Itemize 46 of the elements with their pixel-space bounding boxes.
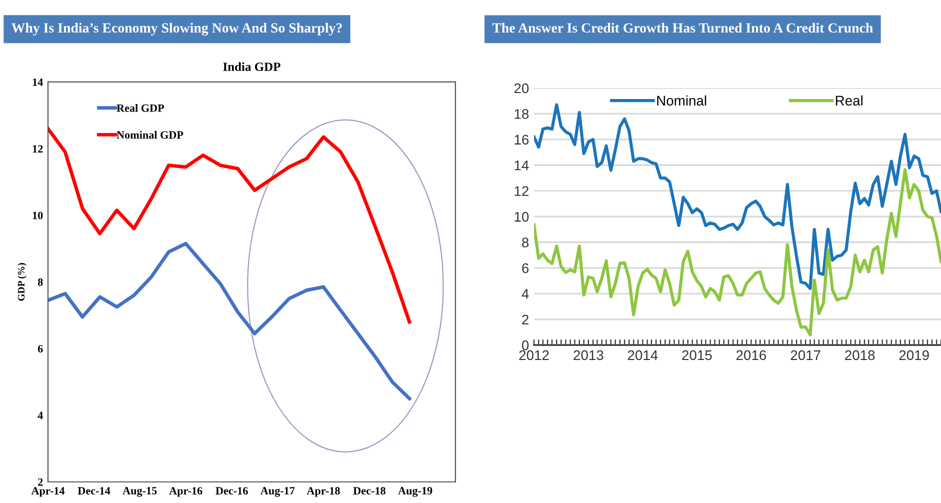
y-tick-label: 4 [38, 412, 43, 420]
x-tick-label: 2015 [682, 350, 712, 360]
x-tick-label: Dec-18 [353, 487, 386, 495]
y-tick-label: 0 [522, 340, 529, 350]
legend-label: Real GDP [116, 104, 164, 112]
y-tick-label: 18 [514, 109, 529, 119]
y-tick-label: 12 [32, 145, 43, 152]
y-tick-label: 8 [522, 238, 529, 248]
y-tick-label: 2 [522, 314, 528, 324]
x-tick-label: 2014 [628, 350, 658, 360]
y-tick-label: 10 [32, 212, 43, 220]
legend-label: Nominal [657, 95, 706, 106]
x-tick-label: Dec-14 [78, 487, 110, 495]
x-tick-label: 2018 [845, 350, 875, 360]
x-tick-label: Apr-14 [31, 487, 65, 497]
x-tick-label: Apr-16 [169, 487, 202, 497]
x-tick-label: 2016 [736, 350, 766, 360]
y-axis-title: GDP (%) [18, 263, 26, 301]
y-tick-label: 12 [514, 186, 528, 196]
y-tick-label: 14 [32, 78, 43, 86]
x-tick-label: Dec-16 [216, 487, 248, 495]
y-tick-label: 4 [522, 289, 529, 299]
line-series [48, 242, 412, 400]
x-tick-label: Aug-19 [398, 487, 432, 497]
y-tick-label: 2 [38, 478, 43, 486]
x-tick-label: Apr-18 [306, 487, 340, 497]
legend-label: Real [836, 95, 862, 106]
legend-label: Nominal GDP [116, 130, 184, 139]
x-tick-label: Aug-15 [122, 487, 157, 497]
x-tick-label: Aug-17 [260, 487, 295, 497]
line-series [48, 126, 412, 324]
chart-title: Why Is India’s Economy Slowing Now And So Sharply? [11, 22, 342, 36]
y-tick-label: 8 [38, 278, 43, 286]
x-tick-label: 2013 [574, 350, 604, 360]
y-tick-label: 20 [514, 83, 529, 94]
chart-title: The Answer Is Credit Growth Has Turned Into A Credit Crunch [492, 22, 873, 33]
line-series [534, 168, 941, 336]
x-tick-label: 2012 [519, 350, 549, 360]
x-tick-label: 2019 [899, 350, 929, 360]
y-tick-label: 14 [514, 160, 529, 170]
chart-subtitle: India GDP [223, 62, 280, 71]
y-tick-label: 6 [522, 263, 529, 274]
y-tick-label: 10 [514, 212, 529, 222]
y-tick-label: 16 [514, 134, 529, 145]
y-tick-label: 6 [38, 345, 43, 353]
x-tick-label: 2017 [790, 350, 820, 360]
